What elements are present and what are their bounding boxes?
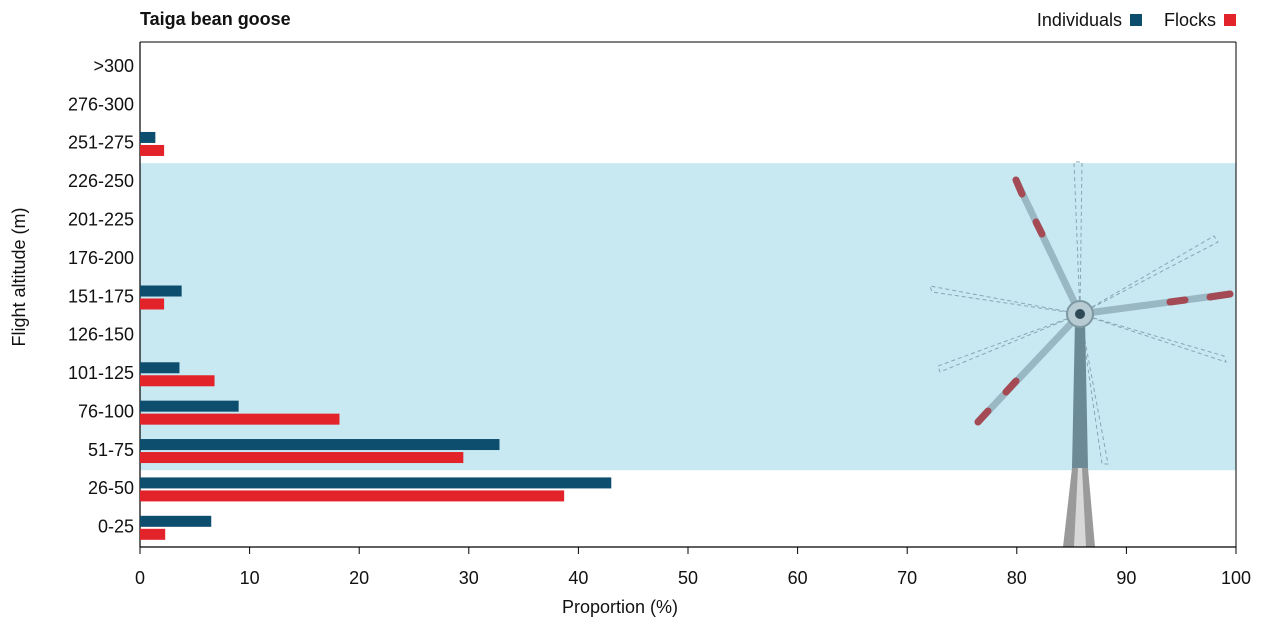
y-tick-label: 76-100: [78, 401, 134, 421]
y-tick-label: 226-250: [68, 171, 134, 191]
x-tick-label: 10: [240, 568, 260, 588]
y-tick-label: 26-50: [88, 478, 134, 498]
y-tick-label: 151-175: [68, 286, 134, 306]
x-tick-label: 100: [1221, 568, 1251, 588]
ghost-blade: [937, 313, 1081, 373]
x-tick-label: 30: [459, 568, 479, 588]
y-tick-label: 0-25: [98, 517, 134, 537]
wind-turbine: [929, 161, 1234, 547]
x-tick-label: 80: [1007, 568, 1027, 588]
tower-upper: [1072, 320, 1088, 468]
bar: [140, 362, 180, 374]
x-tick-label: 90: [1116, 568, 1136, 588]
bar: [140, 131, 156, 143]
x-tick-label: 60: [788, 568, 808, 588]
blades: [974, 176, 1234, 426]
legend-label: Individuals: [1037, 10, 1122, 30]
blade-tip: [1012, 176, 1026, 198]
bar: [140, 490, 565, 502]
x-tick-label: 50: [678, 568, 698, 588]
bar: [140, 285, 182, 297]
blade-tip: [1206, 290, 1234, 301]
blade: [1076, 290, 1234, 318]
bar: [140, 298, 165, 310]
y-tick-label: >300: [93, 56, 134, 76]
blade-band: [1032, 218, 1046, 238]
ghost-blades: [929, 161, 1227, 465]
y-tick-label: 176-200: [68, 248, 134, 268]
ghost-blade: [1073, 161, 1083, 315]
ghost-blade: [929, 285, 1081, 315]
y-tick-label: 101-125: [68, 363, 134, 383]
x-tick-label: 70: [897, 568, 917, 588]
y-tick-label: 251-275: [68, 133, 134, 153]
legend-swatch: [1129, 14, 1142, 26]
bar: [140, 375, 215, 387]
y-tick-label: 276-300: [68, 94, 134, 114]
bar: [140, 413, 340, 425]
bar: [140, 400, 239, 412]
bar: [140, 439, 500, 451]
chart-title: Taiga bean goose: [140, 9, 291, 29]
blade: [974, 310, 1084, 426]
blade-band: [1002, 377, 1020, 396]
bar: [140, 477, 612, 489]
hub-center: [1075, 309, 1085, 319]
legend-swatch: [1224, 14, 1236, 26]
bar: [140, 528, 166, 540]
x-axis-title: Proportion (%): [562, 597, 678, 617]
blade-tip: [974, 407, 992, 426]
tower-highlight: [1074, 468, 1086, 547]
y-tick-label: 126-150: [68, 325, 134, 345]
x-tick-label: 20: [349, 568, 369, 588]
bar: [140, 144, 165, 156]
ghost-blade: [1079, 235, 1219, 315]
bar: [140, 515, 212, 527]
blade: [1012, 176, 1084, 318]
bar: [140, 452, 464, 464]
blade-band: [1166, 296, 1189, 306]
ghost-blade: [1079, 313, 1227, 363]
ghost-blade: [1079, 313, 1109, 465]
y-tick-label: 51-75: [88, 440, 134, 460]
y-tick-label: 201-225: [68, 209, 134, 229]
legend-label: Flocks: [1164, 10, 1216, 30]
x-tick-label: 0: [135, 568, 145, 588]
y-axis-title: Flight altitude (m): [9, 207, 29, 346]
x-tick-label: 40: [568, 568, 588, 588]
